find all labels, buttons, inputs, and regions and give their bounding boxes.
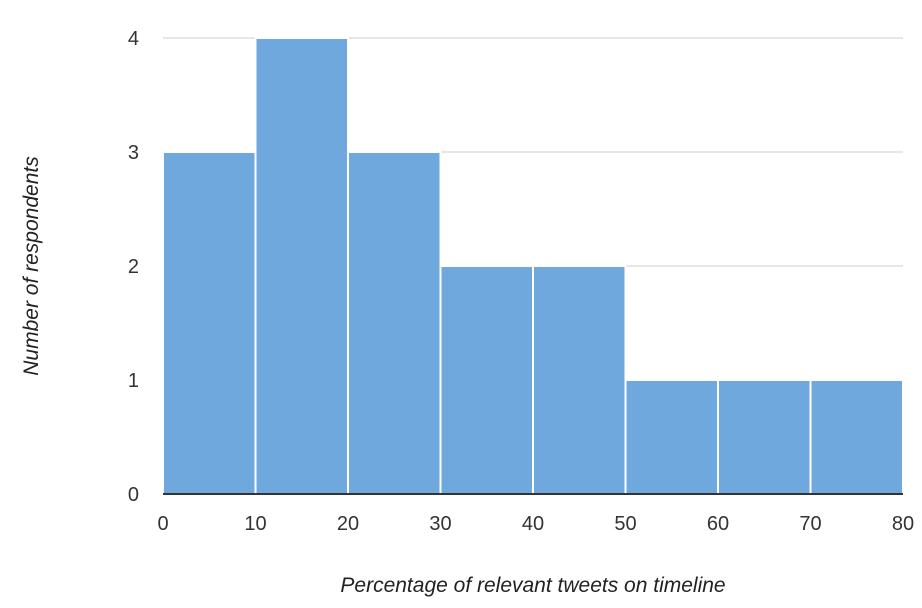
bar-60-70 [717,379,812,495]
y-axis-title: Number of respondents [20,156,43,376]
x-tick-label: 50 [614,513,636,535]
x-axis-title: Percentage of relevant tweets on timelin… [340,574,725,597]
x-tick-labels: 0 10 20 30 40 50 60 70 80 [157,513,914,535]
x-tick-label: 80 [892,513,914,535]
x-tick-label: 60 [707,513,729,535]
x-tick-label: 20 [337,513,359,535]
y-tick-labels: 0 1 2 3 4 [128,28,139,506]
bar-70-80 [809,379,904,495]
y-tick-label: 3 [128,142,139,164]
bar-50-60 [624,379,719,495]
bar-20-30 [347,151,442,495]
x-tick-label: 70 [799,513,821,535]
x-tick-label: 0 [157,513,168,535]
y-tick-label: 4 [128,28,139,50]
bar-40-50 [532,265,627,495]
y-tick-label: 2 [128,256,139,278]
x-tick-label: 10 [244,513,266,535]
y-tick-label: 1 [128,370,139,392]
x-tick-label: 30 [429,513,451,535]
x-tick-label: 40 [522,513,544,535]
bar-0-10 [162,151,257,495]
bar-30-40 [439,265,534,495]
y-tick-label: 0 [128,484,139,506]
bar-10-20 [254,37,349,495]
